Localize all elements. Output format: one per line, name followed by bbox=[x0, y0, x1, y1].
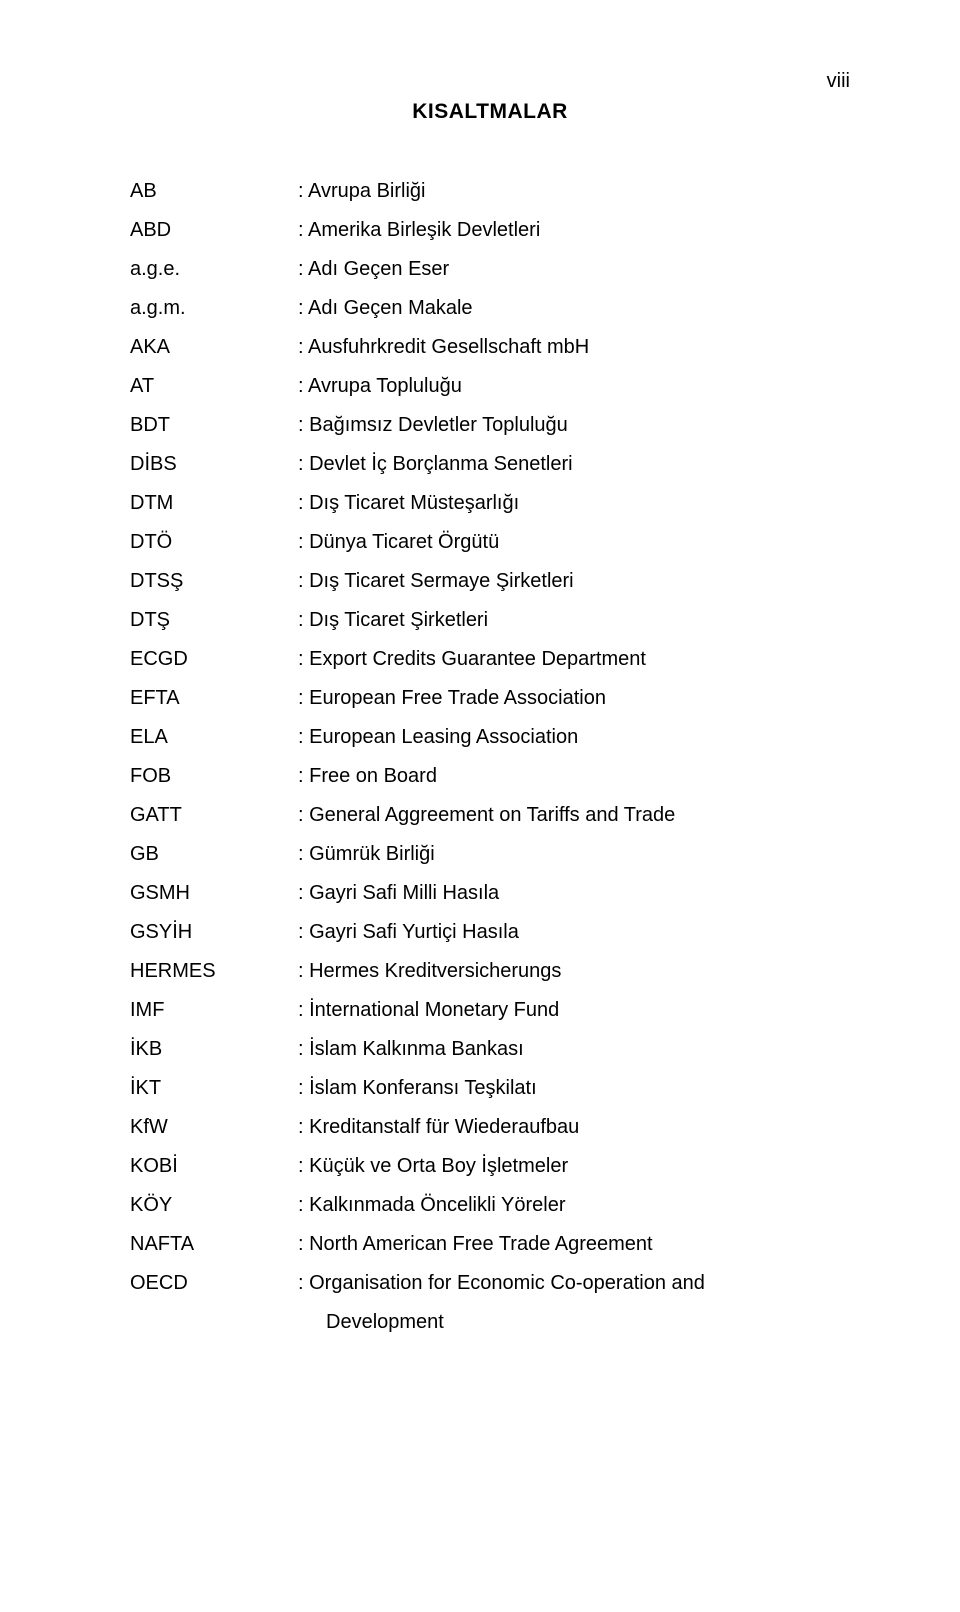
abbreviation-definition: : Free on Board bbox=[298, 757, 850, 796]
abbreviation-row: HERMES: Hermes Kreditversicherungs bbox=[130, 952, 850, 991]
abbreviation-row: FOB: Free on Board bbox=[130, 757, 850, 796]
abbreviation-term: DTSŞ bbox=[130, 562, 298, 601]
abbreviation-row: İKT: İslam Konferansı Teşkilatı bbox=[130, 1069, 850, 1108]
abbreviation-definition: : Avrupa Birliği bbox=[298, 172, 850, 211]
abbreviation-term: AKA bbox=[130, 328, 298, 367]
abbreviation-row: a.g.e.: Adı Geçen Eser bbox=[130, 250, 850, 289]
abbreviation-row: İKB: İslam Kalkınma Bankası bbox=[130, 1030, 850, 1069]
abbreviation-row: GSYİH: Gayri Safi Yurtiçi Hasıla bbox=[130, 913, 850, 952]
abbreviation-row: AT: Avrupa Topluluğu bbox=[130, 367, 850, 406]
abbreviation-row: AKA: Ausfuhrkredit Gesellschaft mbH bbox=[130, 328, 850, 367]
abbreviation-list: AB: Avrupa BirliğiABD: Amerika Birleşik … bbox=[130, 172, 850, 1303]
abbreviation-row: OECD: Organisation for Economic Co-opera… bbox=[130, 1264, 850, 1303]
abbreviation-definition: : Dış Ticaret Müsteşarlığı bbox=[298, 484, 850, 523]
abbreviation-row: KfW: Kreditanstalf für Wiederaufbau bbox=[130, 1108, 850, 1147]
abbreviation-definition: : Dış Ticaret Sermaye Şirketleri bbox=[298, 562, 850, 601]
abbreviation-definition: : Devlet İç Borçlanma Senetleri bbox=[298, 445, 850, 484]
abbreviation-definition: : Dünya Ticaret Örgütü bbox=[298, 523, 850, 562]
continuation-text: Development bbox=[326, 1303, 444, 1342]
abbreviation-definition: : Export Credits Guarantee Department bbox=[298, 640, 850, 679]
abbreviation-row: AB: Avrupa Birliği bbox=[130, 172, 850, 211]
abbreviation-definition: : Ausfuhrkredit Gesellschaft mbH bbox=[298, 328, 850, 367]
abbreviation-term: DTM bbox=[130, 484, 298, 523]
abbreviation-row: EFTA: European Free Trade Association bbox=[130, 679, 850, 718]
abbreviation-term: GSYİH bbox=[130, 913, 298, 952]
abbreviation-term: ABD bbox=[130, 211, 298, 250]
abbreviation-term: AT bbox=[130, 367, 298, 406]
abbreviation-definition: : Amerika Birleşik Devletleri bbox=[298, 211, 850, 250]
abbreviation-row: DTŞ: Dış Ticaret Şirketleri bbox=[130, 601, 850, 640]
abbreviation-definition: : General Aggreement on Tariffs and Trad… bbox=[298, 796, 850, 835]
abbreviation-term: KOBİ bbox=[130, 1147, 298, 1186]
abbreviation-definition: : Gümrük Birliği bbox=[298, 835, 850, 874]
abbreviation-definition: : Dış Ticaret Şirketleri bbox=[298, 601, 850, 640]
abbreviation-row: BDT: Bağımsız Devletler Topluluğu bbox=[130, 406, 850, 445]
abbreviation-definition: : İslam Konferansı Teşkilatı bbox=[298, 1069, 850, 1108]
page-number: viii bbox=[827, 70, 850, 93]
abbreviation-term: DİBS bbox=[130, 445, 298, 484]
abbreviation-term: ELA bbox=[130, 718, 298, 757]
abbreviation-row: ECGD: Export Credits Guarantee Departmen… bbox=[130, 640, 850, 679]
abbreviation-row: ELA: European Leasing Association bbox=[130, 718, 850, 757]
abbreviation-term: IMF bbox=[130, 991, 298, 1030]
abbreviation-term: DTŞ bbox=[130, 601, 298, 640]
abbreviation-row: KOBİ: Küçük ve Orta Boy İşletmeler bbox=[130, 1147, 850, 1186]
abbreviation-row: GSMH: Gayri Safi Milli Hasıla bbox=[130, 874, 850, 913]
abbreviation-term: AB bbox=[130, 172, 298, 211]
abbreviation-row: GB: Gümrük Birliği bbox=[130, 835, 850, 874]
abbreviation-definition: : İslam Kalkınma Bankası bbox=[298, 1030, 850, 1069]
abbreviation-row: NAFTA: North American Free Trade Agreeme… bbox=[130, 1225, 850, 1264]
abbreviation-term: FOB bbox=[130, 757, 298, 796]
abbreviation-term: KÖY bbox=[130, 1186, 298, 1225]
abbreviation-definition: : Küçük ve Orta Boy İşletmeler bbox=[298, 1147, 850, 1186]
abbreviation-row: KÖY: Kalkınmada Öncelikli Yöreler bbox=[130, 1186, 850, 1225]
abbreviation-definition: : Kreditanstalf für Wiederaufbau bbox=[298, 1108, 850, 1147]
abbreviation-term: a.g.m. bbox=[130, 289, 298, 328]
abbreviation-term: İKT bbox=[130, 1069, 298, 1108]
abbreviation-row: DTÖ: Dünya Ticaret Örgütü bbox=[130, 523, 850, 562]
abbreviation-term: a.g.e. bbox=[130, 250, 298, 289]
abbreviation-row: GATT: General Aggreement on Tariffs and … bbox=[130, 796, 850, 835]
abbreviation-definition: : North American Free Trade Agreement bbox=[298, 1225, 850, 1264]
abbreviation-term: KfW bbox=[130, 1108, 298, 1147]
abbreviation-definition: : Kalkınmada Öncelikli Yöreler bbox=[298, 1186, 850, 1225]
abbreviation-term: OECD bbox=[130, 1264, 298, 1303]
abbreviation-definition: : Adı Geçen Eser bbox=[298, 250, 850, 289]
abbreviation-term: DTÖ bbox=[130, 523, 298, 562]
abbreviation-row: ABD: Amerika Birleşik Devletleri bbox=[130, 211, 850, 250]
abbreviation-definition: : Organisation for Economic Co-operation… bbox=[298, 1264, 850, 1303]
abbreviation-definition: : İnternational Monetary Fund bbox=[298, 991, 850, 1030]
abbreviation-definition: : European Leasing Association bbox=[298, 718, 850, 757]
abbreviation-term: BDT bbox=[130, 406, 298, 445]
abbreviation-definition: : Gayri Safi Milli Hasıla bbox=[298, 874, 850, 913]
abbreviation-definition: : Avrupa Topluluğu bbox=[298, 367, 850, 406]
abbreviation-term: NAFTA bbox=[130, 1225, 298, 1264]
abbreviation-definition: : Adı Geçen Makale bbox=[298, 289, 850, 328]
continuation-row: Development bbox=[130, 1303, 850, 1342]
abbreviation-row: DTM: Dış Ticaret Müsteşarlığı bbox=[130, 484, 850, 523]
abbreviation-term: GATT bbox=[130, 796, 298, 835]
abbreviation-row: DİBS: Devlet İç Borçlanma Senetleri bbox=[130, 445, 850, 484]
abbreviation-term: HERMES bbox=[130, 952, 298, 991]
document-page: viii KISALTMALAR AB: Avrupa BirliğiABD: … bbox=[0, 0, 960, 1612]
indent-spacer bbox=[130, 1303, 326, 1342]
abbreviation-definition: : Gayri Safi Yurtiçi Hasıla bbox=[298, 913, 850, 952]
abbreviation-row: DTSŞ: Dış Ticaret Sermaye Şirketleri bbox=[130, 562, 850, 601]
abbreviation-term: İKB bbox=[130, 1030, 298, 1069]
abbreviation-definition: : European Free Trade Association bbox=[298, 679, 850, 718]
abbreviation-row: IMF: İnternational Monetary Fund bbox=[130, 991, 850, 1030]
abbreviation-term: GB bbox=[130, 835, 298, 874]
abbreviation-definition: : Bağımsız Devletler Topluluğu bbox=[298, 406, 850, 445]
abbreviation-definition: : Hermes Kreditversicherungs bbox=[298, 952, 850, 991]
abbreviation-row: a.g.m.: Adı Geçen Makale bbox=[130, 289, 850, 328]
abbreviation-term: GSMH bbox=[130, 874, 298, 913]
page-title: KISALTMALAR bbox=[130, 100, 850, 124]
abbreviation-term: EFTA bbox=[130, 679, 298, 718]
abbreviation-term: ECGD bbox=[130, 640, 298, 679]
